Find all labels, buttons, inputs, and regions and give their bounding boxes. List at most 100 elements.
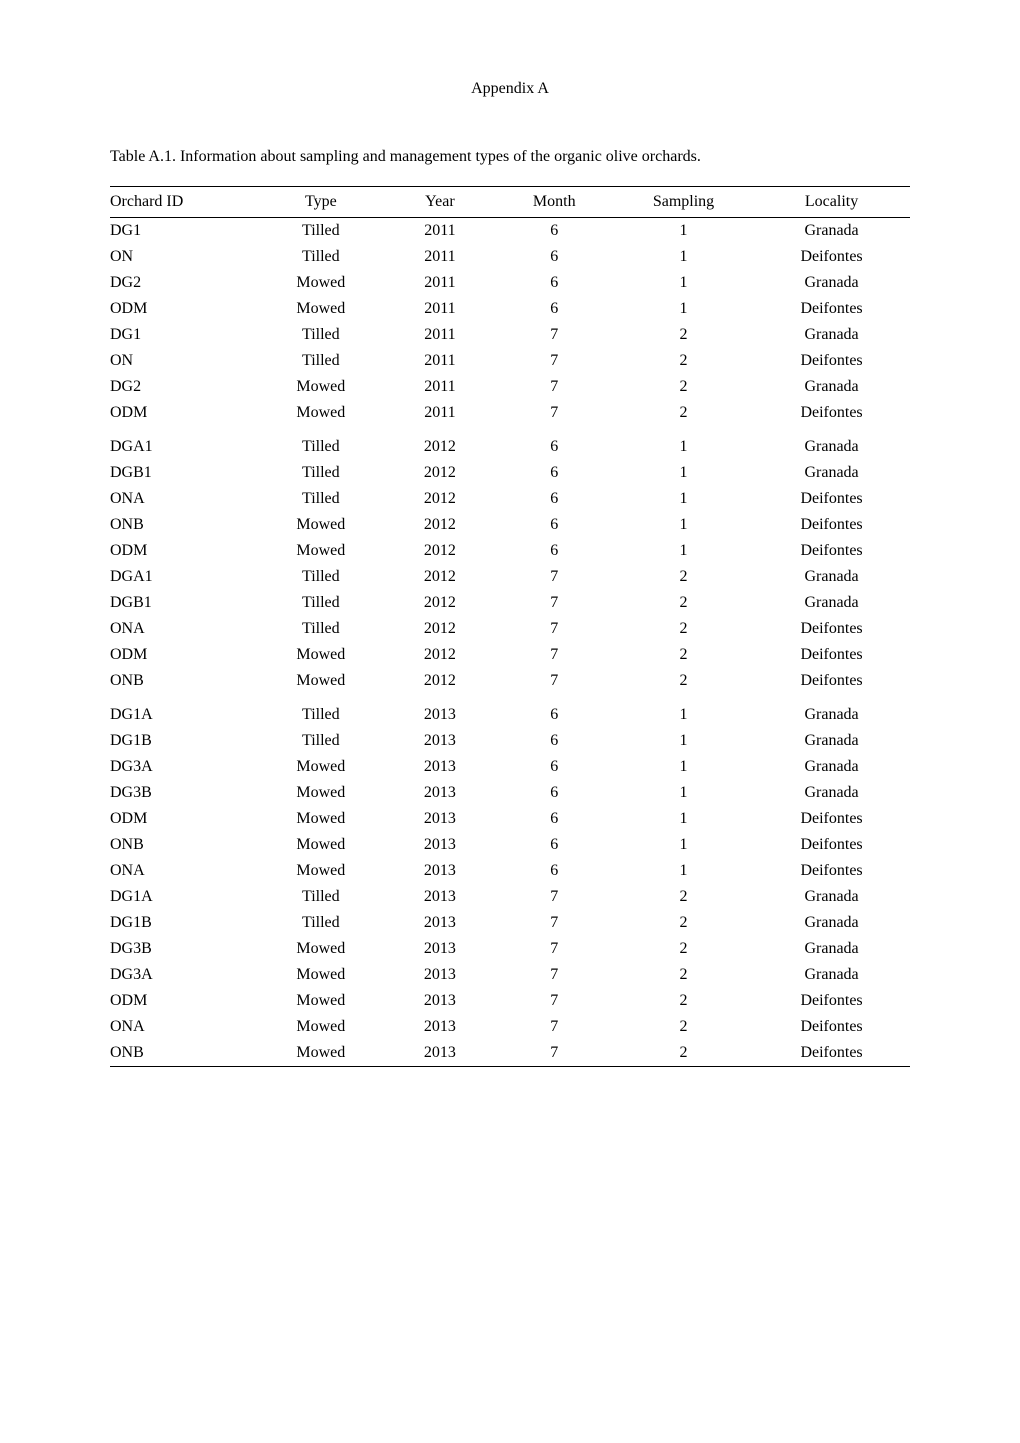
table-row: DG1ATilled201361Granada xyxy=(110,694,910,728)
table-cell: Deifontes xyxy=(753,538,910,564)
table-cell: 2013 xyxy=(385,858,494,884)
table-cell: 2012 xyxy=(385,616,494,642)
table-cell: Mowed xyxy=(256,270,385,296)
page: Appendix A Table A.1. Information about … xyxy=(0,0,1020,1147)
table-cell: 1 xyxy=(614,460,753,486)
table-cell: Granada xyxy=(753,374,910,400)
table-cell: Granada xyxy=(753,754,910,780)
table-cell: Granada xyxy=(753,426,910,460)
table-cell: Tilled xyxy=(256,486,385,512)
table-cell: Granada xyxy=(753,590,910,616)
table-cell: 2012 xyxy=(385,512,494,538)
table-cell: 2013 xyxy=(385,1014,494,1040)
table-cell: ODM xyxy=(110,642,256,668)
table-row: DG2Mowed201172Granada xyxy=(110,374,910,400)
table-cell: 2 xyxy=(614,988,753,1014)
table-cell: 7 xyxy=(495,400,614,426)
table-row: DG3AMowed201361Granada xyxy=(110,754,910,780)
table-cell: 2013 xyxy=(385,884,494,910)
table-cell: ONB xyxy=(110,668,256,694)
table-cell: 2012 xyxy=(385,486,494,512)
table-row: ODMMowed201272Deifontes xyxy=(110,642,910,668)
table-cell: Deifontes xyxy=(753,512,910,538)
table-cell: DGA1 xyxy=(110,426,256,460)
table-cell: 1 xyxy=(614,780,753,806)
table-cell: 2 xyxy=(614,616,753,642)
table-cell: 6 xyxy=(495,244,614,270)
table-cell: 2013 xyxy=(385,728,494,754)
table-cell: 6 xyxy=(495,486,614,512)
table-row: ONAMowed201372Deifontes xyxy=(110,1014,910,1040)
table-cell: Mowed xyxy=(256,1014,385,1040)
table-cell: 1 xyxy=(614,538,753,564)
col-header-sampling: Sampling xyxy=(614,187,753,218)
table-cell: 2012 xyxy=(385,426,494,460)
table-cell: Mowed xyxy=(256,936,385,962)
table-cell: Deifontes xyxy=(753,348,910,374)
table-cell: Granada xyxy=(753,322,910,348)
table-cell: ONA xyxy=(110,1014,256,1040)
table-row: DGB1Tilled201261Granada xyxy=(110,460,910,486)
table-cell: Deifontes xyxy=(753,642,910,668)
table-cell: 2012 xyxy=(385,590,494,616)
table-row: ODMMowed201172Deifontes xyxy=(110,400,910,426)
table-cell: 1 xyxy=(614,858,753,884)
table-cell: 1 xyxy=(614,512,753,538)
table-cell: DG1A xyxy=(110,694,256,728)
table-cell: 7 xyxy=(495,668,614,694)
table-cell: DGA1 xyxy=(110,564,256,590)
table-cell: 7 xyxy=(495,936,614,962)
table-cell: Mowed xyxy=(256,858,385,884)
table-cell: 6 xyxy=(495,270,614,296)
table-cell: 2011 xyxy=(385,322,494,348)
table-cell: 2013 xyxy=(385,988,494,1014)
appendix-title: Appendix A xyxy=(110,80,910,98)
table-header-row: Orchard ID Type Year Month Sampling Loca… xyxy=(110,187,910,218)
table-cell: 2 xyxy=(614,400,753,426)
table-cell: 7 xyxy=(495,1040,614,1067)
table-cell: Deifontes xyxy=(753,400,910,426)
table-row: DG3AMowed201372Granada xyxy=(110,962,910,988)
table-cell: Tilled xyxy=(256,244,385,270)
table-cell: Granada xyxy=(753,910,910,936)
table-row: ONBMowed201361Deifontes xyxy=(110,832,910,858)
table-cell: 6 xyxy=(495,694,614,728)
table-cell: Mowed xyxy=(256,962,385,988)
table-cell: Deifontes xyxy=(753,486,910,512)
table-cell: 2 xyxy=(614,322,753,348)
table-cell: ONA xyxy=(110,858,256,884)
table-cell: Granada xyxy=(753,780,910,806)
table-cell: 2013 xyxy=(385,962,494,988)
table-cell: 6 xyxy=(495,218,614,245)
table-cell: DGB1 xyxy=(110,590,256,616)
table-row: DGA1Tilled201272Granada xyxy=(110,564,910,590)
table-row: ONBMowed201272Deifontes xyxy=(110,668,910,694)
table-cell: Mowed xyxy=(256,538,385,564)
table-cell: ONB xyxy=(110,832,256,858)
table-cell: 2013 xyxy=(385,694,494,728)
table-cell: Deifontes xyxy=(753,806,910,832)
table-cell: 7 xyxy=(495,590,614,616)
table-cell: DG3B xyxy=(110,936,256,962)
table-cell: ODM xyxy=(110,538,256,564)
table-row: ONTilled201172Deifontes xyxy=(110,348,910,374)
table-row: ODMMowed201361Deifontes xyxy=(110,806,910,832)
table-cell: 1 xyxy=(614,806,753,832)
table-cell: 2011 xyxy=(385,218,494,245)
table-cell: 2011 xyxy=(385,296,494,322)
table-cell: 2013 xyxy=(385,832,494,858)
table-cell: Granada xyxy=(753,728,910,754)
table-cell: 2013 xyxy=(385,780,494,806)
table-cell: Tilled xyxy=(256,728,385,754)
table-cell: 1 xyxy=(614,694,753,728)
table-cell: ODM xyxy=(110,400,256,426)
table-row: DGA1Tilled201261Granada xyxy=(110,426,910,460)
table-cell: 1 xyxy=(614,218,753,245)
table-row: DG1BTilled201372Granada xyxy=(110,910,910,936)
table-cell: 2 xyxy=(614,1014,753,1040)
table-caption: Table A.1. Information about sampling an… xyxy=(110,146,910,168)
table-cell: 6 xyxy=(495,858,614,884)
table-cell: Mowed xyxy=(256,832,385,858)
table-cell: 6 xyxy=(495,538,614,564)
table-row: DG1BTilled201361Granada xyxy=(110,728,910,754)
